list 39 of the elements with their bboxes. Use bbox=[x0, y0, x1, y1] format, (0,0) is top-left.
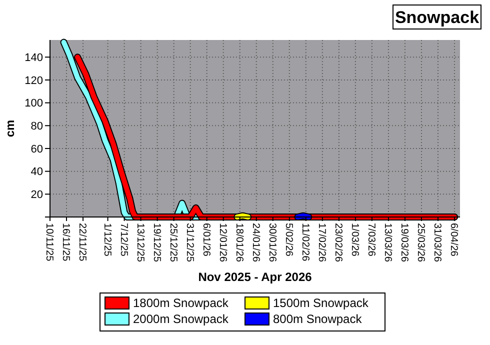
x-tick-label: 12/01/26 bbox=[216, 223, 228, 262]
x-tick-label: 5/02/26 bbox=[282, 223, 294, 257]
x-tick-label: 25/03/26 bbox=[414, 223, 426, 262]
x-tick-label: 7/03/26 bbox=[365, 223, 376, 257]
x-tick-label: 17/02/26 bbox=[316, 223, 327, 262]
legend-label: 1800m Snowpack bbox=[133, 296, 230, 310]
x-tick-label: 13/03/26 bbox=[382, 223, 393, 262]
x-tick-label: 31/12/25 bbox=[184, 223, 195, 262]
x-tick-label: 11/02/26 bbox=[299, 223, 310, 262]
x-tick-label: 24/01/26 bbox=[250, 223, 261, 262]
x-tick-label: 18/01/26 bbox=[233, 223, 244, 262]
y-tick-label: 140 bbox=[24, 52, 43, 64]
x-tick-label: 31/03/26 bbox=[431, 223, 442, 262]
y-tick-label: 40 bbox=[30, 166, 43, 178]
x-tick-label: 6/01/26 bbox=[200, 223, 212, 257]
legend-label: 1500m Snowpack bbox=[273, 296, 370, 310]
x-tick-label: 7/12/25 bbox=[118, 223, 129, 257]
x-tick-label: 6/04/26 bbox=[448, 223, 459, 257]
x-tick-label: 10/11/25 bbox=[44, 223, 54, 262]
x-tick-label: 1/12/25 bbox=[101, 223, 112, 257]
x-tick-label: 13/12/25 bbox=[134, 223, 146, 262]
y-tick-label: 20 bbox=[30, 189, 43, 202]
x-tick-label: 19/03/26 bbox=[398, 223, 410, 262]
x-tick-label: 1/03/26 bbox=[348, 223, 360, 257]
x-tick-label: 23/02/26 bbox=[332, 223, 344, 262]
legend-label: 2000m Snowpack bbox=[133, 312, 230, 326]
y-tick-label: 120 bbox=[24, 74, 43, 87]
y-tick-label: 60 bbox=[30, 143, 43, 156]
y-tick-label: 100 bbox=[24, 98, 43, 110]
y-tick-label: 80 bbox=[30, 120, 43, 132]
chart-title: Snowpack bbox=[394, 8, 480, 27]
x-tick-label: 16/11/25 bbox=[60, 223, 72, 262]
x-tick-label: 19/12/25 bbox=[150, 223, 162, 262]
x-tick-label: 22/11/25 bbox=[76, 223, 88, 262]
x-tick-label: 25/12/25 bbox=[167, 223, 178, 262]
legend-label: 800m Snowpack bbox=[273, 312, 363, 326]
y-axis-title: cm bbox=[3, 120, 17, 138]
x-tick-label: 30/01/26 bbox=[266, 223, 278, 262]
x-axis-title: Nov 2025 - Apr 2026 bbox=[198, 270, 312, 284]
